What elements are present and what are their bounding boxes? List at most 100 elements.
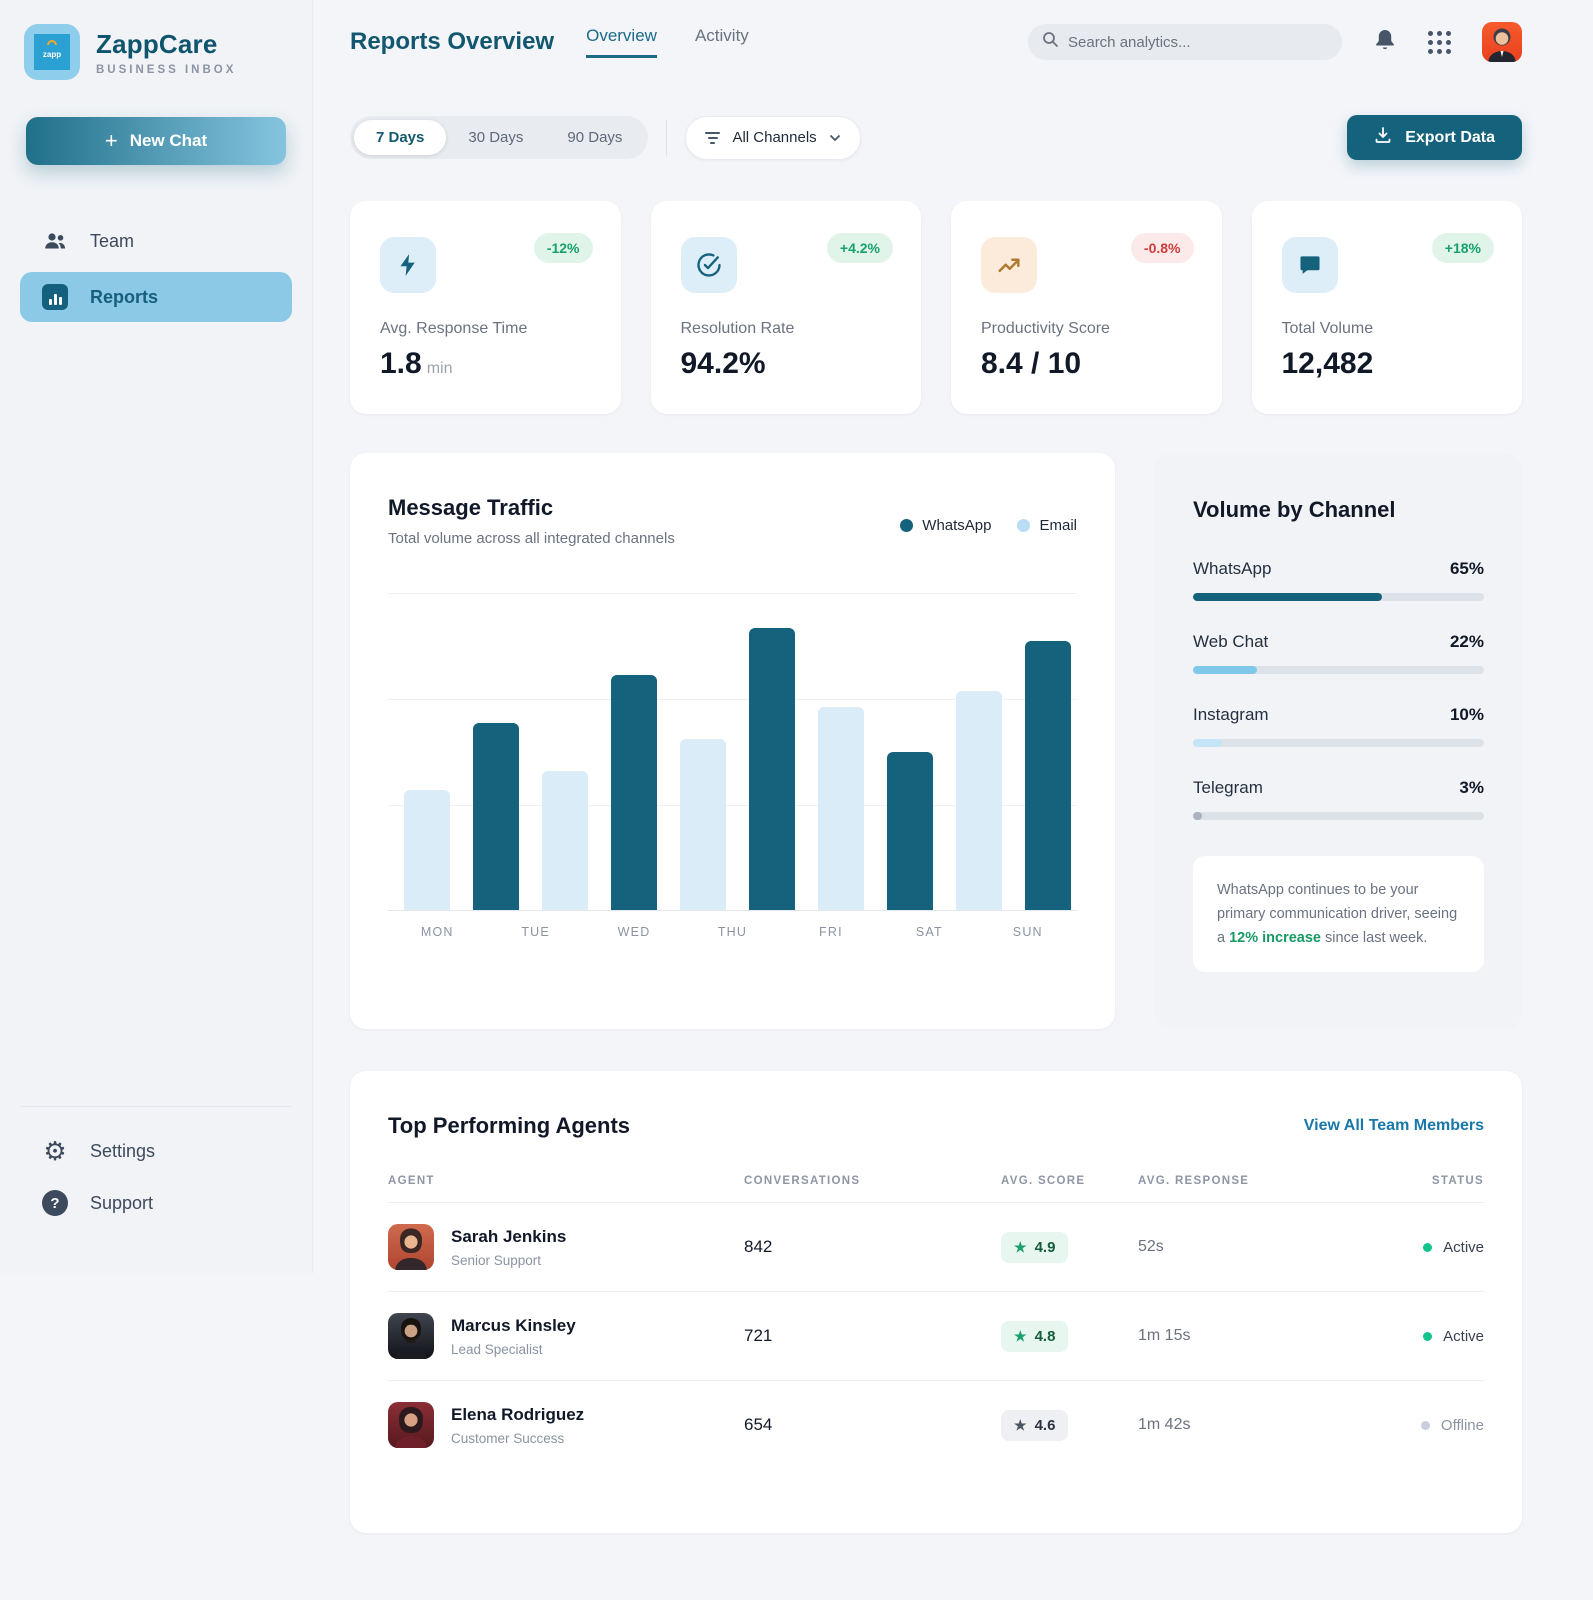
table-title: Top Performing Agents xyxy=(388,1113,630,1138)
new-chat-button[interactable]: New Chat xyxy=(26,117,286,165)
top-agents-card: Top Performing Agents View All Team Memb… xyxy=(350,1071,1522,1533)
middle-row: Message Traffic Total volume across all … xyxy=(350,453,1522,1029)
question-circle-icon xyxy=(42,1190,68,1216)
chart-header: Message Traffic Total volume across all … xyxy=(388,495,1077,547)
agent-avatar xyxy=(388,1402,434,1448)
notifications-button[interactable] xyxy=(1373,28,1397,57)
table-row[interactable]: Marcus Kinsley Lead Specialist 721 4.8 1… xyxy=(388,1292,1484,1381)
star-icon xyxy=(1014,1328,1027,1345)
apps-grid-button[interactable] xyxy=(1428,30,1451,54)
trend-badge: -12% xyxy=(533,233,593,263)
stat-cards: -12% Avg. Response Time 1.8 min +4.2% Res… xyxy=(350,201,1522,414)
channel-webchat: Web Chat 22% xyxy=(1193,632,1484,674)
bolt-icon xyxy=(380,237,436,293)
stat-value: 1.8 min xyxy=(380,347,453,380)
progress-fill xyxy=(1193,666,1258,674)
stat-value: 8.4 / 10 xyxy=(981,347,1082,380)
trend-badge: +18% xyxy=(1431,233,1494,263)
channel-filter-label: All Channels xyxy=(732,129,817,146)
chart-bar xyxy=(680,738,726,910)
table-header: Top Performing Agents View All Team Memb… xyxy=(388,1113,1484,1139)
tabs: Overview Activity xyxy=(586,26,749,58)
gear-icon xyxy=(42,1138,68,1164)
stat-card-resolution-rate: +4.2% Resolution Rate 94.2% xyxy=(650,201,921,414)
channel-name: Instagram xyxy=(1193,705,1269,724)
sidebar-item-label: Team xyxy=(90,230,135,251)
conversations-value: 654 xyxy=(744,1415,773,1434)
progress-track xyxy=(1193,812,1484,820)
sidebar-item-label: Reports xyxy=(90,286,159,307)
legend-dot-whatsapp xyxy=(900,518,914,532)
logo-text: zapp xyxy=(42,49,62,59)
export-data-button[interactable]: Export Data xyxy=(1347,115,1522,160)
legend-email: Email xyxy=(1017,503,1077,547)
message-traffic-card: Message Traffic Total volume across all … xyxy=(350,453,1115,1029)
sidebar-item-team[interactable]: Team xyxy=(20,219,292,263)
agent-name: Sarah Jenkins xyxy=(451,1226,567,1246)
download-icon xyxy=(1374,126,1392,149)
progress-fill xyxy=(1193,593,1383,601)
stat-label: Productivity Score xyxy=(981,320,1110,337)
status-cell: Offline xyxy=(1415,1417,1484,1434)
status-dot xyxy=(1420,1420,1430,1430)
chart-bar xyxy=(749,627,795,910)
legend-dot-email xyxy=(1017,518,1031,532)
sidebar: zapp ZappCare BUSINESS INBOX New Chat xyxy=(0,0,313,1273)
agent-role: Customer Success xyxy=(451,1430,565,1446)
brand-tagline: BUSINESS INBOX xyxy=(96,63,237,76)
trend-badge: -0.8% xyxy=(1130,233,1194,263)
channel-name: Web Chat xyxy=(1193,632,1269,651)
insight-note: WhatsApp continues to be your primary co… xyxy=(1193,856,1484,972)
range-90-days[interactable]: 90 Days xyxy=(567,129,623,146)
user-avatar[interactable] xyxy=(1482,22,1522,62)
sidebar-item-settings[interactable]: Settings xyxy=(20,1129,292,1173)
stat-unit: min xyxy=(426,360,453,377)
channel-percent: 65% xyxy=(1449,559,1484,578)
plus-icon xyxy=(105,130,118,153)
sidebar-item-support[interactable]: Support xyxy=(20,1181,292,1225)
channel-filter-dropdown[interactable]: All Channels xyxy=(685,115,861,160)
range-30-days[interactable]: 30 Days xyxy=(468,129,524,146)
x-label: SAT xyxy=(915,925,943,939)
filter-row: 7 Days 30 Days 90 Days All Channels xyxy=(350,115,1522,160)
topbar: Reports Overview Overview Activity xyxy=(350,0,1522,62)
stat-card-productivity: -0.8% Productivity Score 8.4 / 10 xyxy=(951,201,1222,414)
x-label: THU xyxy=(717,925,748,939)
table-row[interactable]: Elena Rodriguez Customer Success 654 4.6… xyxy=(388,1381,1484,1469)
bar-chart-plot xyxy=(388,593,1077,911)
status-dot xyxy=(1423,1242,1433,1252)
chart-bar xyxy=(887,751,933,910)
divider xyxy=(666,119,668,156)
x-label: MON xyxy=(420,925,454,939)
chart-title: Message Traffic xyxy=(388,495,554,520)
x-label: WED xyxy=(617,925,651,939)
team-icon xyxy=(42,229,68,253)
agent-name: Marcus Kinsley xyxy=(451,1315,576,1335)
chart-bar xyxy=(542,770,588,910)
table-row[interactable]: Sarah Jenkins Senior Support 842 4.9 52s… xyxy=(388,1203,1484,1292)
x-axis-labels: MON TUE WED THU FRI SAT SUN xyxy=(388,925,1077,939)
trend-badge: +4.2% xyxy=(826,233,893,263)
stat-label: Total Volume xyxy=(1281,320,1374,337)
sidebar-item-reports[interactable]: Reports xyxy=(20,272,292,322)
search-input[interactable] xyxy=(1068,33,1328,51)
tab-overview[interactable]: Overview xyxy=(586,26,657,58)
agent-avatar xyxy=(388,1313,434,1359)
range-7-days[interactable]: 7 Days xyxy=(354,120,447,155)
gridline xyxy=(388,698,1077,700)
grid-icon xyxy=(1428,30,1451,54)
column-header: CONVERSATIONS xyxy=(744,1175,861,1187)
search-icon xyxy=(1042,31,1059,53)
gridline xyxy=(388,804,1077,806)
channel-percent: 3% xyxy=(1459,778,1484,797)
star-icon xyxy=(1014,1417,1027,1434)
score-badge: 4.6 xyxy=(1001,1409,1069,1441)
channel-whatsapp: WhatsApp 65% xyxy=(1193,559,1484,601)
chart-bar xyxy=(818,707,864,910)
chart-bar xyxy=(473,722,519,910)
conversations-value: 721 xyxy=(744,1326,773,1345)
view-all-link[interactable]: View All Team Members xyxy=(1303,1117,1484,1134)
tab-activity[interactable]: Activity xyxy=(694,26,749,45)
status-cell: Active xyxy=(1415,1328,1484,1345)
